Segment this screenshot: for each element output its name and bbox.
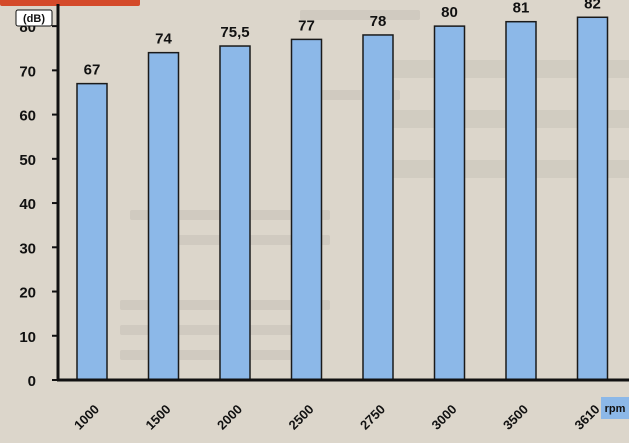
- bar: [76, 82, 108, 381]
- bar-data-label: 80: [441, 4, 458, 21]
- y-tick-label: 40: [19, 196, 36, 213]
- x-tick-label: 2500: [286, 402, 317, 433]
- bar-data-label: 67: [84, 62, 101, 79]
- bar-data-label: 78: [370, 13, 387, 30]
- bg-decoration: [300, 10, 420, 20]
- bar: [147, 51, 180, 381]
- y-tick-label: 50: [19, 152, 36, 169]
- x-tick-label: 3610: [572, 402, 603, 433]
- y-axis-label-box: [15, 9, 53, 27]
- x-tick-label: 1500: [143, 402, 174, 433]
- bar-data-label: 77: [298, 17, 315, 34]
- bars: [76, 16, 609, 381]
- x-axis-ticks: 1000 1500 2000 2500 2750 3000 3500 3610: [71, 402, 603, 433]
- bar: [576, 16, 609, 381]
- bar-data-label: 75,5: [220, 24, 249, 41]
- y-tick-label: 0: [28, 373, 36, 390]
- title-fragment-decoration: [0, 0, 140, 6]
- bar: [219, 45, 251, 381]
- y-axis-label: (dB): [23, 13, 45, 25]
- y-tick-label: 70: [19, 63, 36, 80]
- bar-data-label: 81: [513, 0, 530, 17]
- bar-data-label: 74: [155, 31, 172, 48]
- bar-data-label: 82: [584, 0, 601, 12]
- bar: [362, 34, 394, 381]
- x-tick-label: 2000: [214, 402, 245, 433]
- x-axis-label-badge: [601, 397, 629, 419]
- x-tick-label: 3500: [500, 402, 531, 433]
- x-tick-label: 1000: [71, 402, 102, 433]
- x-tick-label: 2750: [357, 402, 388, 433]
- bg-decoration: [320, 90, 400, 100]
- bar-data-labels: 67 74 75,5 77 78 80 81 82: [84, 0, 601, 79]
- y-tick-label: 20: [19, 285, 36, 302]
- bar: [290, 38, 323, 381]
- y-tick-label: 10: [19, 329, 36, 346]
- x-axis-label: rpm: [605, 403, 626, 415]
- bg-decoration: [120, 350, 310, 360]
- x-tick-label: 3000: [429, 402, 460, 433]
- bar: [505, 20, 537, 381]
- bar: [433, 25, 466, 381]
- y-tick-label: 30: [19, 240, 36, 257]
- y-tick-label: 60: [19, 108, 36, 125]
